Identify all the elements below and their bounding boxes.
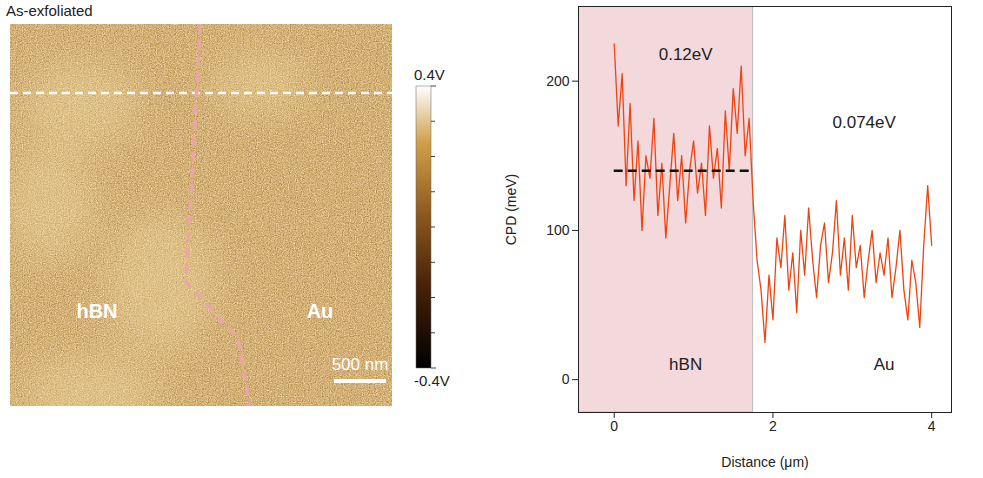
svg-text:CPD (meV): CPD (meV) [503, 174, 519, 246]
svg-text:Au: Au [307, 300, 334, 322]
svg-text:Au: Au [874, 355, 895, 374]
svg-text:0: 0 [562, 371, 570, 387]
svg-text:200: 200 [546, 73, 570, 89]
svg-text:hBN: hBN [669, 355, 702, 374]
svg-text:100: 100 [546, 222, 570, 238]
svg-text:2: 2 [769, 418, 777, 434]
svg-text:0.4V: 0.4V [414, 66, 445, 83]
svg-text:Distance (μm): Distance (μm) [721, 454, 808, 470]
svg-text:0.12eV: 0.12eV [659, 45, 714, 64]
svg-text:0: 0 [610, 418, 618, 434]
svg-text:500 nm: 500 nm [332, 355, 389, 374]
svg-text:hBN: hBN [76, 300, 117, 322]
svg-text:4: 4 [928, 418, 936, 434]
svg-text:0.074eV: 0.074eV [833, 113, 897, 132]
svg-text:As-exfoliated: As-exfoliated [6, 2, 93, 19]
svg-text:-0.4V: -0.4V [414, 372, 450, 389]
